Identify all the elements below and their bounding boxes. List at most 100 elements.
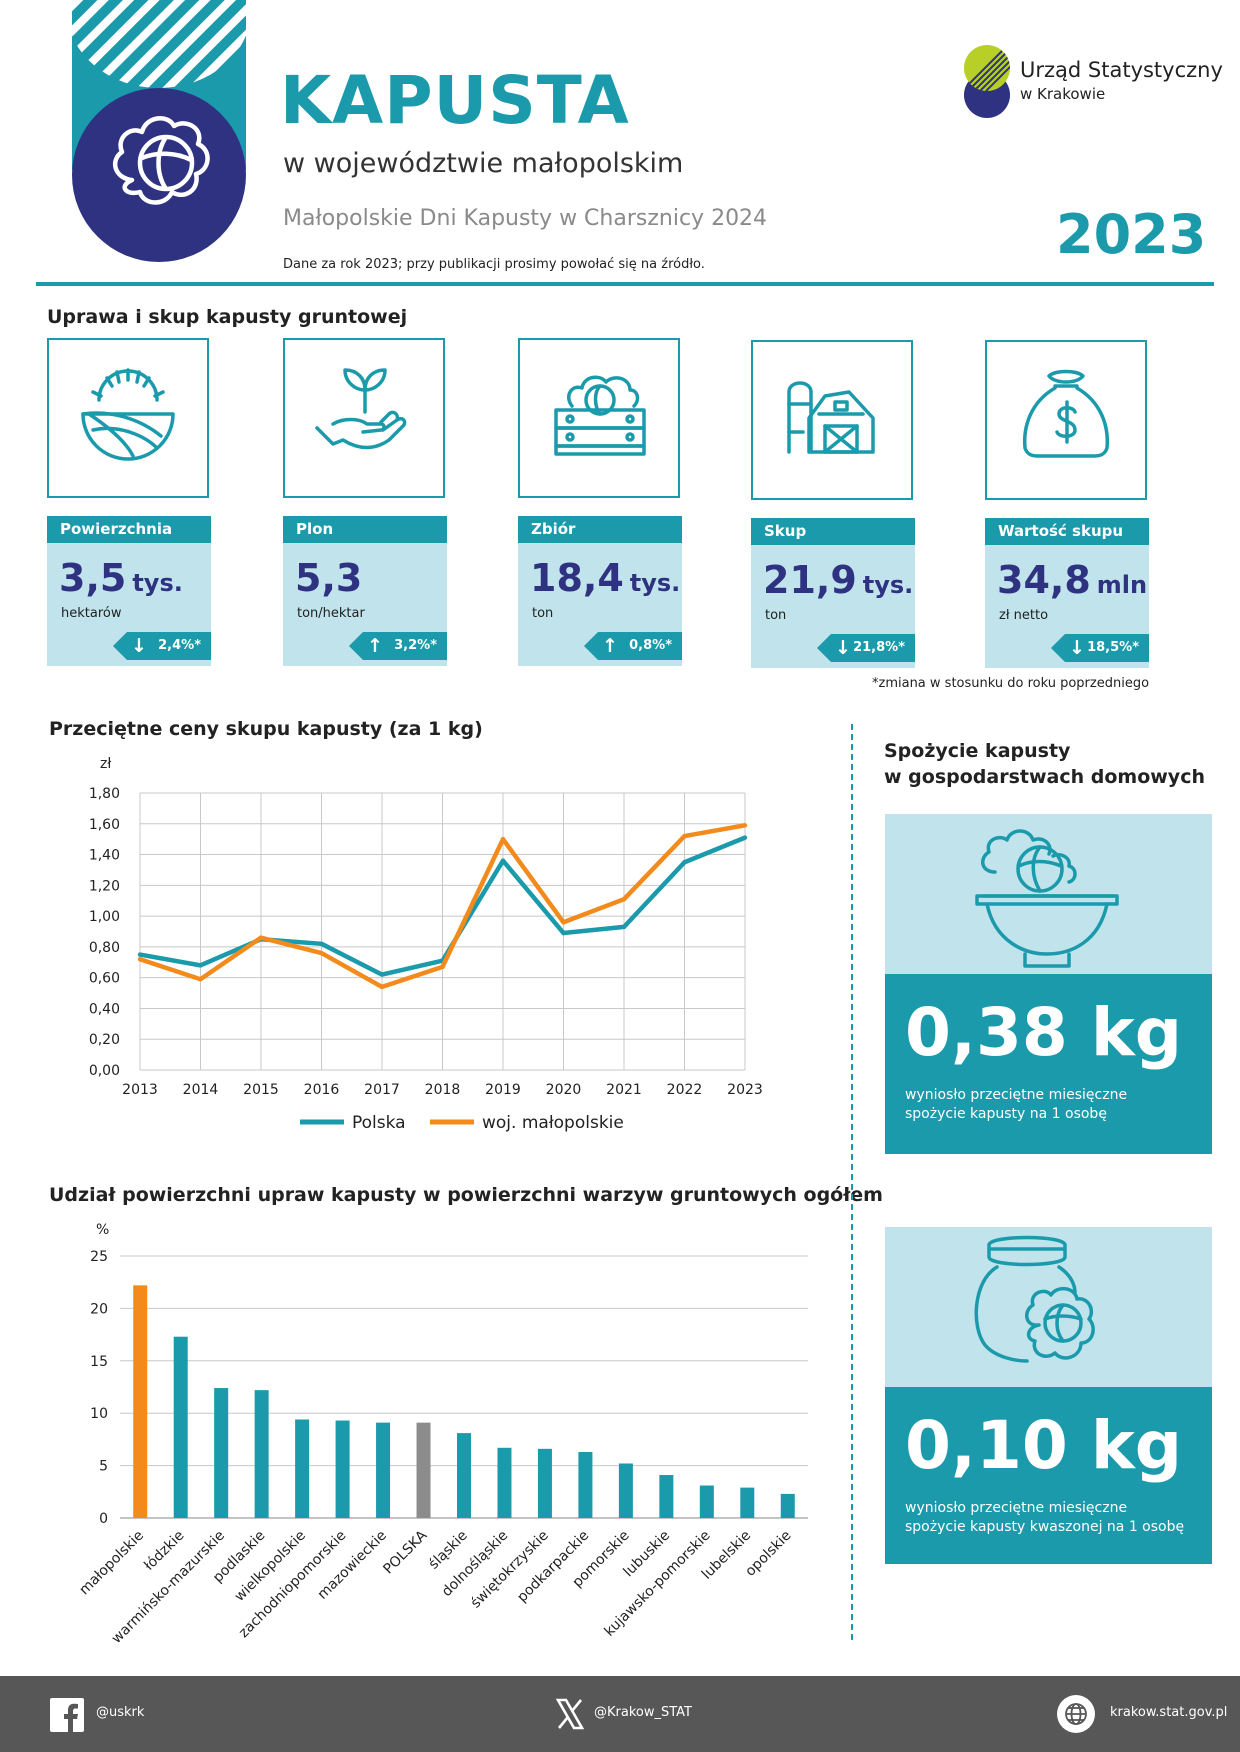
x-tick-label: 2016 bbox=[304, 1082, 340, 1098]
bar bbox=[740, 1487, 755, 1518]
arrow-down-icon: ↓ bbox=[131, 635, 147, 657]
card-label: Skup bbox=[751, 518, 915, 545]
facebook-handle[interactable]: @uskrk bbox=[96, 1705, 145, 1720]
cabbage-emblem-icon bbox=[72, 0, 246, 262]
card-change-value: 18,5%* bbox=[1087, 640, 1139, 655]
data-point bbox=[621, 896, 627, 902]
office-city: w Krakowie bbox=[1020, 85, 1106, 103]
data-point bbox=[319, 941, 324, 947]
x-tick-label: 2013 bbox=[122, 1082, 158, 1098]
y-tick-label: 0,60 bbox=[89, 971, 120, 987]
legend-label: Polska bbox=[352, 1113, 406, 1133]
facebook-icon[interactable] bbox=[50, 1698, 84, 1732]
cabbage-consumption-text: wyniosło przeciętne miesięczne spożycie … bbox=[905, 1086, 1205, 1124]
y-tick-label: 25 bbox=[90, 1249, 108, 1265]
footnote: *zmiana w stosunku do roku poprzedniego bbox=[872, 676, 1150, 691]
bar bbox=[537, 1448, 552, 1518]
x-icon[interactable] bbox=[555, 1698, 585, 1730]
cabbage-consumption-value: 0,38 kg bbox=[905, 994, 1182, 1071]
line-chart-title: Przeciętne ceny skupu kapusty (za 1 kg) bbox=[49, 718, 483, 740]
arrow-up-icon: ↑ bbox=[602, 635, 618, 657]
data-point bbox=[198, 977, 203, 982]
x-tick-label: 2014 bbox=[183, 1082, 219, 1098]
cabbage-consumption-illustration bbox=[885, 814, 1212, 974]
data-point bbox=[742, 835, 748, 840]
kpi-card: Zbiór 18,4 tys. ton ↑ 0,8%* bbox=[518, 516, 682, 666]
sauerkraut-consumption-line1: wyniosło przeciętne miesięczne bbox=[905, 1500, 1128, 1516]
column-divider bbox=[851, 724, 853, 1640]
y-tick-label: 1,60 bbox=[89, 817, 120, 833]
header-divider bbox=[36, 282, 1214, 286]
y-tick-label: 0,40 bbox=[89, 1001, 120, 1017]
cabbage-consumption-box: 0,38 kg wyniosło przeciętne miesięczne s… bbox=[885, 974, 1212, 1154]
data-point bbox=[561, 920, 566, 925]
card-change-badge: ↑ 0,8%* bbox=[584, 632, 682, 660]
card-label: Powierzchnia bbox=[47, 516, 211, 543]
x-tick-label: podkarpackie bbox=[514, 1528, 592, 1606]
legend-label: woj. małopolskie bbox=[482, 1113, 624, 1133]
cabbage-consumption-line1: wyniosło przeciętne miesięczne bbox=[905, 1087, 1128, 1103]
bar bbox=[173, 1336, 188, 1518]
data-point bbox=[319, 950, 324, 956]
card-icon-box bbox=[283, 338, 445, 498]
x-handle[interactable]: @Krakow_STAT bbox=[594, 1705, 692, 1720]
website-link[interactable]: krakow.stat.gov.pl bbox=[1110, 1705, 1228, 1720]
data-point bbox=[500, 836, 506, 842]
event-name: Małopolskie Dni Kapusty w Charsznicy 202… bbox=[283, 206, 768, 231]
card-change-value: 3,2%* bbox=[394, 638, 437, 653]
field-sun-icon bbox=[81, 368, 175, 461]
bar bbox=[416, 1422, 431, 1518]
kpi-card: Skup 21,9 tys. ton ↓ 21,8%* bbox=[751, 518, 915, 668]
source-note: Dane za rok 2023; przy publikacji prosim… bbox=[283, 257, 705, 272]
card-value: 34,8 mln bbox=[997, 558, 1147, 602]
card-unit: ton/hektar bbox=[297, 606, 365, 621]
share-bar-chart: 0510152025%małopolskiełódzkiewarmińsko-m… bbox=[76, 1222, 808, 1647]
y-tick-label: 0,20 bbox=[89, 1032, 120, 1048]
footer: @uskrk @Krakow_STAT krakow.stat.gov.pl bbox=[0, 1676, 1240, 1752]
y-axis-label: zł bbox=[100, 756, 111, 772]
card-unit: ton bbox=[532, 606, 554, 621]
card-icon-box bbox=[751, 340, 913, 500]
globe-icon[interactable] bbox=[1056, 1694, 1096, 1734]
card-number-unit: tys. bbox=[132, 569, 183, 597]
sauerkraut-consumption-illustration bbox=[885, 1227, 1212, 1387]
data-point bbox=[682, 860, 687, 865]
card-value: 18,4 tys. bbox=[530, 556, 680, 600]
card-icon-box bbox=[518, 338, 680, 498]
barn-silo-icon bbox=[787, 381, 875, 454]
y-axis-label: % bbox=[96, 1222, 109, 1238]
card-change-badge: ↓ 21,8%* bbox=[817, 634, 915, 662]
x-tick-label: 2018 bbox=[425, 1082, 461, 1098]
y-tick-label: 5 bbox=[99, 1459, 108, 1475]
card-value: 3,5 tys. bbox=[59, 556, 183, 600]
card-unit: ton bbox=[765, 608, 787, 623]
y-tick-label: 0,00 bbox=[89, 1063, 120, 1079]
card-number: 21,9 bbox=[763, 558, 857, 602]
data-point bbox=[440, 964, 445, 970]
office-logo-icon bbox=[964, 45, 1010, 118]
bar bbox=[699, 1485, 714, 1518]
card-change-badge: ↑ 3,2%* bbox=[349, 632, 447, 660]
x-tick-label: wielkopolskie bbox=[232, 1528, 309, 1605]
card-number: 34,8 bbox=[997, 558, 1091, 602]
cabbage-crate-icon bbox=[554, 375, 646, 456]
y-tick-label: 1,80 bbox=[89, 786, 120, 802]
x-tick-label: 2022 bbox=[667, 1082, 703, 1098]
card-number-unit: tys. bbox=[629, 569, 681, 597]
consumption-subtitle: w gospodarstwach domowych bbox=[884, 766, 1205, 788]
kpi-card: Powierzchnia 3,5 tys. hektarów ↓ 2,4%* bbox=[47, 516, 211, 666]
data-point bbox=[137, 957, 143, 962]
y-tick-label: 20 bbox=[90, 1301, 108, 1317]
bar bbox=[133, 1285, 148, 1518]
bar bbox=[659, 1475, 674, 1518]
arrow-down-icon: ↓ bbox=[835, 637, 851, 659]
x-tick-label: 2023 bbox=[727, 1082, 763, 1098]
consumption-title: Spożycie kapusty bbox=[884, 740, 1071, 762]
y-tick-label: 10 bbox=[90, 1406, 108, 1422]
card-icon-box bbox=[985, 340, 1147, 500]
y-tick-label: 1,20 bbox=[89, 878, 120, 894]
x-tick-label: 2021 bbox=[606, 1082, 642, 1098]
bar bbox=[335, 1420, 350, 1518]
data-point bbox=[621, 924, 627, 930]
x-tick-label: 2015 bbox=[243, 1082, 279, 1098]
